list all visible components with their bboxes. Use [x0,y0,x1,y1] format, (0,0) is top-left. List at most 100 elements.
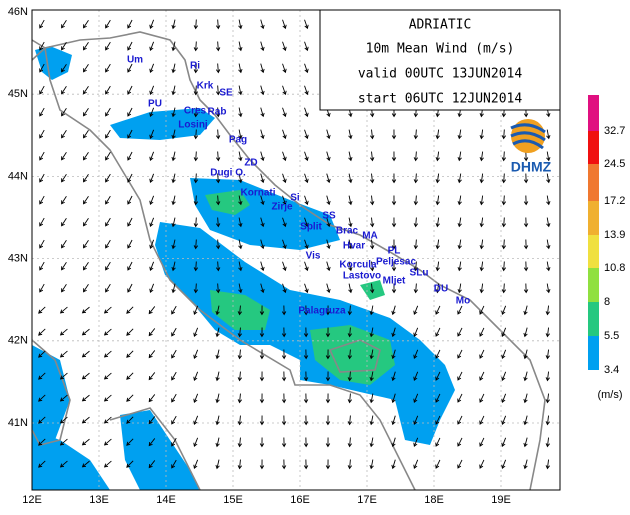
wind-arrow [149,283,155,294]
wind-arrow [501,151,507,162]
wind-arrow [238,107,243,118]
wind-arrow [546,217,551,228]
wind-arrow [304,63,309,74]
wind-arrow [61,217,67,227]
wind-arrow [413,283,419,294]
wind-arrow [238,173,243,184]
wind-arrow [413,195,419,206]
wind-arrow [348,283,353,294]
wind-arrow [259,371,265,382]
wind-arrow [127,151,133,161]
wind-arrow [281,371,287,382]
wind-arrow [238,283,243,294]
wind-arrow [457,415,463,425]
wind-arrow [215,217,221,228]
wind-arrow [501,437,507,448]
wind-arrow [105,173,111,183]
wind-arrow [545,327,550,338]
wind-arrow [413,261,419,272]
wind-arrow [215,261,221,272]
legend-swatch [588,336,599,370]
wind-arrow [479,217,484,228]
logo: DHMZ [510,119,552,175]
place-label: Mo [456,296,470,307]
place-label: Hvar [343,241,365,252]
wind-arrow [61,151,67,161]
wind-arrow [282,63,287,74]
wind-arrow [347,459,353,470]
lat-label: 41N [8,417,28,429]
title-start: start 06UTC 12JUN2014 [358,92,523,107]
wind-arrow [215,63,221,74]
wind-arrow [479,415,485,425]
wind-arrow [457,393,463,403]
wind-arrow [238,129,243,140]
wind-arrow [193,459,199,470]
wind-arrow [103,438,112,446]
wind-arrow [193,371,199,382]
wind-arrow [61,261,67,271]
wind-arrow [457,151,462,162]
wind-arrow [61,239,67,249]
wind-arrow [215,129,221,140]
wind-arrow [126,306,134,314]
place-label: Kornati [241,188,276,199]
wind-arrow [61,129,67,139]
wind-arrow [523,283,529,294]
wind-arrow [215,371,220,382]
wind-arrow [193,239,199,250]
wind-arrow [435,195,440,206]
wind-arrow [391,129,397,140]
wind-arrow [523,371,528,382]
wind-arrow [479,151,484,162]
wind-arrow [238,261,243,272]
wind-arrow [215,195,221,206]
wind-arrow [457,195,462,206]
wind-arrow [325,415,331,426]
place-label: Krk [197,81,214,92]
wind-arrow [479,349,485,359]
wind-arrow [39,151,45,161]
wind-arrow [413,371,419,381]
wind-arrow [282,107,287,118]
wind-arrow [413,393,419,403]
wind-arrow [193,393,199,404]
wind-arrow [304,19,309,30]
wind-arrow [479,371,485,381]
wind-arrow [259,415,265,426]
wind-arrow [260,239,265,250]
wind-arrow [546,195,551,206]
wind-arrow [546,151,551,162]
wind-arrow [545,437,550,448]
wind-arrow [545,393,550,404]
wind-arrow [435,239,440,250]
wind-arrow [148,394,156,403]
wind-arrow [193,173,199,184]
wind-arrow [238,217,243,228]
wind-arrow [391,283,397,294]
wind-arrow [370,151,375,162]
wind-arrow [215,393,220,404]
wind-arrow [39,261,45,271]
wind-arrow [479,283,484,294]
lon-label: 17E [357,494,377,506]
wind-arrow [126,460,134,468]
legend-label: 5.5 [604,330,619,342]
wind-arrow [523,261,529,272]
wind-arrow [127,261,133,271]
wind-arrow [435,371,441,381]
wind-arrow [479,393,485,403]
wind-arrow [391,173,397,184]
wind-arrow [523,327,528,338]
wind-arrow [193,107,199,118]
legend-label: 3.4 [604,364,619,376]
wind-arrow [347,393,353,404]
place-label: Dugi O. [210,168,246,179]
wind-arrow [193,19,199,30]
wind-arrow [81,306,90,314]
wind-arrow [215,151,221,162]
wind-arrow [391,459,396,470]
wind-arrow [260,173,265,184]
wind-arrow [303,327,309,338]
wind-arrow [238,19,243,30]
